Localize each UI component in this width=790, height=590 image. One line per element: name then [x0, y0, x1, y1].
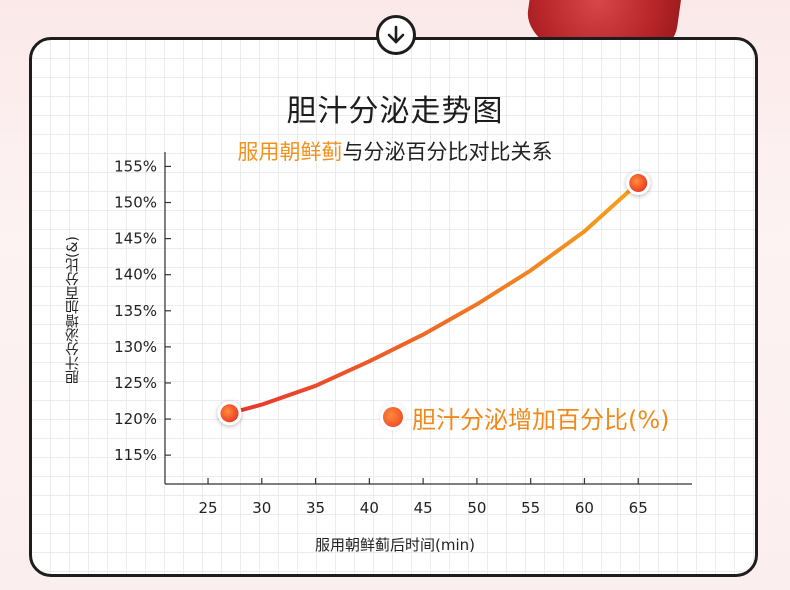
y-tick-label: 115% — [114, 446, 157, 464]
y-tick-label: 125% — [114, 374, 157, 392]
x-tick-label: 25 — [198, 499, 217, 517]
x-tick-label: 40 — [360, 499, 379, 517]
y-tick-label: 150% — [114, 194, 157, 212]
y-axis-label: 胆汁分泌增加百分比(&) — [65, 236, 81, 384]
legend: 胆汁分泌增加百分比(%) — [383, 400, 670, 434]
chart-title: 胆汁分泌走势图 — [286, 94, 504, 129]
arrow-down-circle-icon — [376, 15, 416, 55]
x-axis-label: 服用朝鲜蓟后时间(min) — [315, 536, 475, 554]
x-tick-label: 55 — [521, 499, 540, 517]
y-tick-label: 120% — [114, 410, 157, 428]
subtitle-highlight: 服用朝鲜蓟 — [237, 140, 343, 164]
x-tick-label: 65 — [629, 499, 648, 517]
chart-subtitle: 服用朝鲜蓟与分泌百分比对比关系 — [0, 136, 790, 166]
legend-marker — [383, 407, 403, 427]
chart-card — [29, 37, 758, 577]
data-point — [629, 174, 648, 193]
y-tick-label: 140% — [114, 266, 157, 284]
data-point — [220, 404, 239, 423]
legend-label: 胆汁分泌增加百分比(%) — [412, 405, 670, 434]
y-tick-label: 130% — [114, 338, 157, 356]
x-tick-label: 50 — [467, 499, 486, 517]
y-tick-label: 135% — [114, 302, 157, 320]
x-tick-label: 60 — [575, 499, 594, 517]
x-tick-label: 30 — [252, 499, 271, 517]
y-tick-label: 145% — [114, 230, 157, 248]
y-tick-label: 155% — [114, 157, 157, 175]
subtitle-rest: 与分泌百分比对比关系 — [342, 140, 553, 164]
x-tick-label: 45 — [414, 499, 433, 517]
series-line — [227, 181, 641, 416]
x-tick-label: 35 — [306, 499, 325, 517]
